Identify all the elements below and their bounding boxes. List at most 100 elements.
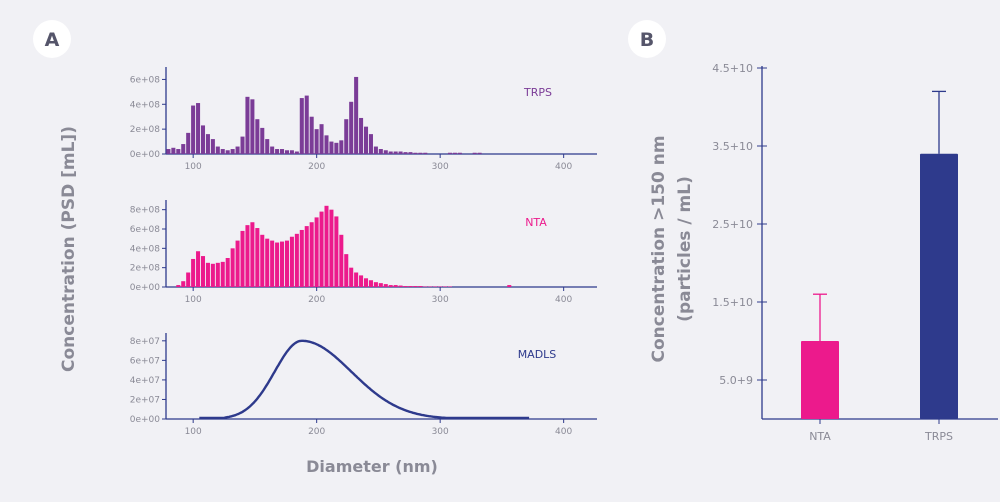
- nta-bar: [388, 285, 393, 287]
- trps-bar: [349, 101, 354, 154]
- trps-bar: [304, 95, 309, 154]
- madls-y-tick-label: 4e+07: [130, 376, 160, 386]
- panel-b-y-tick-label: 2.5+10: [712, 218, 753, 231]
- trps-x-tick-label: 200: [308, 162, 325, 172]
- trps-bar: [225, 150, 230, 154]
- trps-bar: [284, 150, 289, 154]
- panel-b-bar-trps: [920, 153, 958, 420]
- nta-bar: [196, 251, 201, 287]
- nta-bar: [294, 233, 299, 287]
- madls-y-tick-label: 0e+00: [130, 415, 161, 425]
- madls-x-tick-label: 300: [432, 427, 449, 437]
- trps-bar: [255, 119, 260, 154]
- trps-bar: [368, 134, 373, 154]
- madls-series-label: MADLS: [518, 348, 557, 361]
- trps-x-tick-label: 300: [432, 162, 449, 172]
- trps-bar: [457, 152, 462, 154]
- trps-bar: [200, 125, 206, 154]
- nta-x-tick-label: 100: [185, 295, 202, 305]
- trps-bar: [289, 150, 294, 154]
- panel-a-y-axis-title: Concentration (PSD [mL]): [59, 126, 79, 372]
- trps-bar: [240, 136, 245, 154]
- nta-bar: [176, 285, 181, 287]
- nta-bar: [368, 280, 373, 287]
- trps-bar: [299, 98, 304, 154]
- nta-bar: [280, 241, 285, 287]
- nta-bar: [191, 258, 196, 287]
- nta-bar: [339, 234, 344, 287]
- trps-bar: [215, 146, 220, 154]
- nta-bar: [186, 272, 191, 287]
- panel-a-badge-circle: [33, 20, 71, 58]
- nta-bar: [349, 267, 354, 287]
- nta-y-tick-label: 2e+08: [130, 264, 161, 274]
- trps-bar: [191, 105, 196, 154]
- nta-y-tick-label: 0e+00: [130, 283, 161, 293]
- trps-bar: [373, 146, 378, 154]
- panel-b-badge: B: [628, 20, 666, 58]
- nta-bar: [270, 240, 275, 287]
- trps-bar: [403, 152, 408, 154]
- nta-bar: [354, 272, 359, 287]
- trps-bar: [245, 96, 250, 154]
- nta-bar: [181, 281, 186, 287]
- panel-b-x-tick-label-nta: NTA: [809, 430, 831, 443]
- nta-bar: [393, 285, 398, 287]
- nta-bar: [275, 242, 280, 287]
- madls-x-tick-label: 200: [308, 427, 325, 437]
- panel-b-y-tick-label: 5.0+9: [719, 374, 753, 387]
- trps-bar: [294, 151, 299, 154]
- madls-y-tick-label: 2e+07: [130, 395, 160, 405]
- trps-bar: [260, 127, 265, 154]
- trps-bar: [447, 152, 453, 154]
- trps-bar: [398, 151, 403, 154]
- nta-bar: [314, 217, 319, 287]
- panel-a-badge: A: [33, 20, 71, 58]
- trps-bar: [270, 146, 275, 154]
- trps-bar: [359, 117, 364, 154]
- nta-y-tick-label: 6e+08: [130, 225, 161, 235]
- nta-bar: [289, 236, 294, 287]
- nta-x-tick-label: 400: [555, 295, 572, 305]
- nta-bar: [408, 286, 413, 287]
- nta-bar: [230, 248, 235, 287]
- trps-bar: [314, 129, 319, 154]
- madls-y-tick-label: 6e+07: [130, 356, 160, 366]
- trps-bar: [220, 149, 225, 154]
- panel-b-x-tick-label-trps: TRPS: [924, 430, 953, 443]
- panel-b-y-tick-label: 4.5+10: [712, 62, 753, 75]
- trps-bar: [329, 141, 334, 154]
- trps-bar: [344, 119, 349, 154]
- trps-bar: [339, 140, 344, 154]
- nta-bar: [260, 234, 265, 287]
- nta-bar: [363, 278, 369, 287]
- nta-bar: [304, 226, 309, 287]
- nta-bar: [344, 254, 349, 287]
- nta-bar: [245, 225, 250, 287]
- trps-bar: [309, 116, 314, 154]
- nta-bar: [359, 275, 364, 287]
- nta-bar: [284, 240, 289, 287]
- nta-bar: [225, 258, 230, 287]
- nta-bar: [373, 282, 378, 287]
- nta-bar: [383, 284, 388, 287]
- trps-series-label: TRPS: [523, 86, 552, 99]
- trps-bar: [378, 149, 383, 154]
- trps-bar: [230, 149, 235, 154]
- trps-bar: [363, 126, 369, 154]
- nta-x-tick-label: 200: [308, 295, 325, 305]
- trps-bar: [477, 152, 482, 154]
- concentration-bar-chart: 5.0+9 1.5+10 2.5+10 3.5+10 4.5+10 NTA TRPS: [712, 62, 998, 443]
- trps-bar: [418, 152, 423, 154]
- trps-bar: [413, 152, 418, 154]
- nta-bar: [324, 205, 329, 287]
- trps-bar: [250, 99, 255, 154]
- trps-bar: [423, 152, 428, 154]
- trps-bar: [176, 149, 181, 154]
- trps-histogram: 0e+00 2e+08 4e+08 6e+08 100 200 300 400 TRPS: [130, 67, 597, 172]
- trps-x-tick-label: 400: [555, 162, 572, 172]
- nta-bar: [403, 286, 408, 287]
- panel-b-y-tick-label: 1.5+10: [712, 296, 753, 309]
- panel-b-bar-nta: [801, 341, 839, 419]
